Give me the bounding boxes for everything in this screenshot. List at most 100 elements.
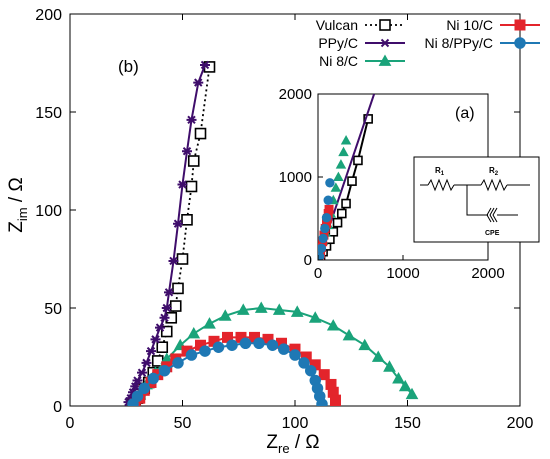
main-point-ppyc <box>182 146 192 156</box>
x-tick-label: 50 <box>174 415 192 432</box>
y-axis-label-sub: im <box>15 207 30 221</box>
x-axis-label: Z <box>266 432 278 453</box>
circuit-r2-label: R2 <box>489 166 499 177</box>
main-point-ni8ppyc <box>239 337 252 350</box>
main-point-ni8ppyc <box>298 357 310 369</box>
inset-point-ni8c <box>335 159 347 169</box>
main-point-ppyc <box>161 303 172 313</box>
inset-point-ni8ppyc <box>320 223 330 234</box>
main-point-ni8ppyc <box>147 372 159 385</box>
inset-y-tick-label: 0 <box>304 252 312 269</box>
main-point-ni8c <box>392 372 405 384</box>
main-point-ppyc <box>150 335 161 344</box>
x-tick-label: 150 <box>394 415 421 432</box>
legend-label: Vulcan <box>316 17 358 33</box>
y-tick-label: 50 <box>44 301 62 318</box>
legend-marker <box>379 19 391 31</box>
legend-marker <box>514 37 526 49</box>
inset-x-tick-label: 0 <box>314 265 322 282</box>
main-point-ni10c <box>330 400 341 406</box>
main-point-vulcan <box>169 300 182 312</box>
main-point-ni8c <box>398 379 412 392</box>
inset-point-ni8ppyc <box>323 195 333 205</box>
main-point-ni8ppyc <box>316 398 328 406</box>
inset-point-ni8c <box>333 171 344 182</box>
main-point-vulcan <box>187 155 200 167</box>
y-tick-label: 150 <box>35 105 62 122</box>
main-point-ni8c <box>342 328 356 341</box>
inset-point-vulcan <box>336 208 347 219</box>
inset-x-tick-label: 2000 <box>471 265 504 282</box>
legend: Vulcan PPy/C Ni 8/C Ni 10/C Ni 8/PPy/C <box>316 17 540 69</box>
main-point-ppyc <box>177 180 188 189</box>
main-point-ni8c <box>290 305 304 317</box>
main-point-vulcan <box>194 127 207 140</box>
main-point-ni8ppyc <box>138 382 150 395</box>
main-point-ppyc <box>186 115 197 125</box>
main-point-ni8c <box>236 303 250 315</box>
main-point-ni8ppyc <box>266 339 279 351</box>
main-point-ni8ppyc <box>158 364 171 377</box>
inset-y-tick-label: 2000 <box>279 86 312 103</box>
main-point-ni8c <box>218 309 232 321</box>
circuit-box <box>413 156 540 243</box>
inset-point-vulcan <box>341 198 351 209</box>
inset-point-ni8c <box>340 135 352 145</box>
main-point-ni8c <box>405 387 419 400</box>
main-point-ni8ppyc <box>253 337 265 350</box>
main-series <box>123 60 419 406</box>
main-point-ppyc <box>173 219 183 228</box>
main-point-ppyc <box>141 358 152 368</box>
main-point-vulcan <box>172 282 184 295</box>
circuit-resistor-r1 <box>427 178 455 192</box>
x-axis-label-sub: re <box>278 441 290 456</box>
main-point-ni8ppyc <box>131 390 144 402</box>
main-point-ni8c <box>371 350 385 362</box>
inset-point-ni8ppyc <box>318 233 328 244</box>
main-point-vulcan <box>156 341 169 354</box>
inset-point-ni8c <box>338 146 349 157</box>
legend-label: Ni 10/C <box>446 17 493 33</box>
main-point-ni8ppyc <box>212 341 225 353</box>
legend-entry-ni10c: Ni 10/C <box>446 17 540 33</box>
main-point-ppyc <box>130 382 141 391</box>
main-point-ni8c <box>187 326 201 339</box>
main-point-vulcan <box>185 180 198 193</box>
main-point-ni8c <box>358 338 372 351</box>
svg-text:Zre / Ω: Zre / Ω <box>266 432 319 456</box>
main-point-ppyc <box>164 288 174 297</box>
circuit-cpe-label: CPE <box>485 230 500 237</box>
main-point-vulcan <box>181 214 193 226</box>
main-point-ppyc <box>159 313 170 323</box>
inset-series <box>318 94 376 260</box>
legend-marker <box>380 38 390 48</box>
y-axis-label-unit: / Ω <box>6 177 27 207</box>
main-point-ni8ppyc <box>199 345 211 357</box>
main-point-ni8c <box>326 319 340 331</box>
inset-label-a: (a) <box>455 105 475 122</box>
legend-entry-ppyc: PPy/C <box>318 35 405 51</box>
legend-marker <box>378 54 392 66</box>
inset-point-vulcan <box>332 217 343 228</box>
y-tick-label: 100 <box>35 203 62 220</box>
main-point-vulcan <box>160 325 173 338</box>
circuit-cpe-element <box>467 207 518 223</box>
legend-label: Ni 8/C <box>319 53 358 69</box>
main-point-ni8ppyc <box>185 349 198 361</box>
main-point-ppyc <box>155 323 165 332</box>
main-point-ni8ppyc <box>305 364 317 377</box>
main-point-ni8ppyc <box>172 357 184 369</box>
legend-entry-ni8c: Ni 8/C <box>319 53 405 69</box>
inset-axes: 0 1000 2000 0 1000 2000 <box>279 86 505 282</box>
main-series-ppyc <box>123 60 210 406</box>
legend-label: PPy/C <box>318 35 358 51</box>
x-axis-title: Zre / Ω <box>266 432 319 456</box>
main-point-ni8ppyc <box>278 343 290 355</box>
main-point-vulcan <box>176 253 189 265</box>
main-point-ppyc <box>137 368 147 377</box>
main-point-ni8ppyc <box>289 349 301 361</box>
svg-text:Zim / Ω: Zim / Ω <box>6 177 30 232</box>
main-point-ppyc <box>168 256 179 266</box>
